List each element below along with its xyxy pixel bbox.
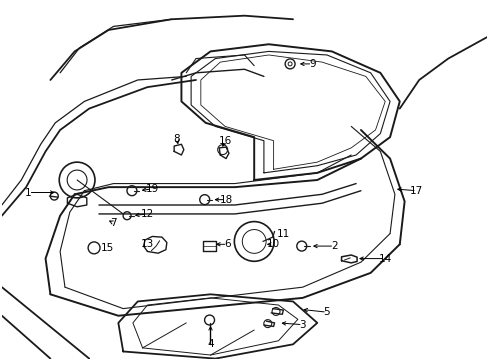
Text: 12: 12 [141, 209, 154, 219]
Text: 17: 17 [409, 186, 423, 196]
Text: 3: 3 [299, 320, 305, 330]
Text: 18: 18 [219, 195, 232, 204]
Text: 7: 7 [110, 218, 117, 228]
Text: 6: 6 [224, 239, 230, 249]
Text: 5: 5 [323, 307, 329, 317]
Text: 13: 13 [141, 239, 154, 249]
Text: 11: 11 [276, 229, 289, 239]
Text: 10: 10 [266, 239, 280, 249]
Text: 2: 2 [330, 241, 337, 251]
Text: 16: 16 [218, 136, 231, 146]
Text: 8: 8 [173, 134, 180, 144]
Text: 15: 15 [101, 243, 114, 253]
Text: 14: 14 [378, 253, 391, 264]
Text: 4: 4 [207, 339, 213, 349]
Text: 9: 9 [308, 59, 315, 69]
Text: 19: 19 [145, 184, 159, 194]
Text: 1: 1 [25, 188, 32, 198]
